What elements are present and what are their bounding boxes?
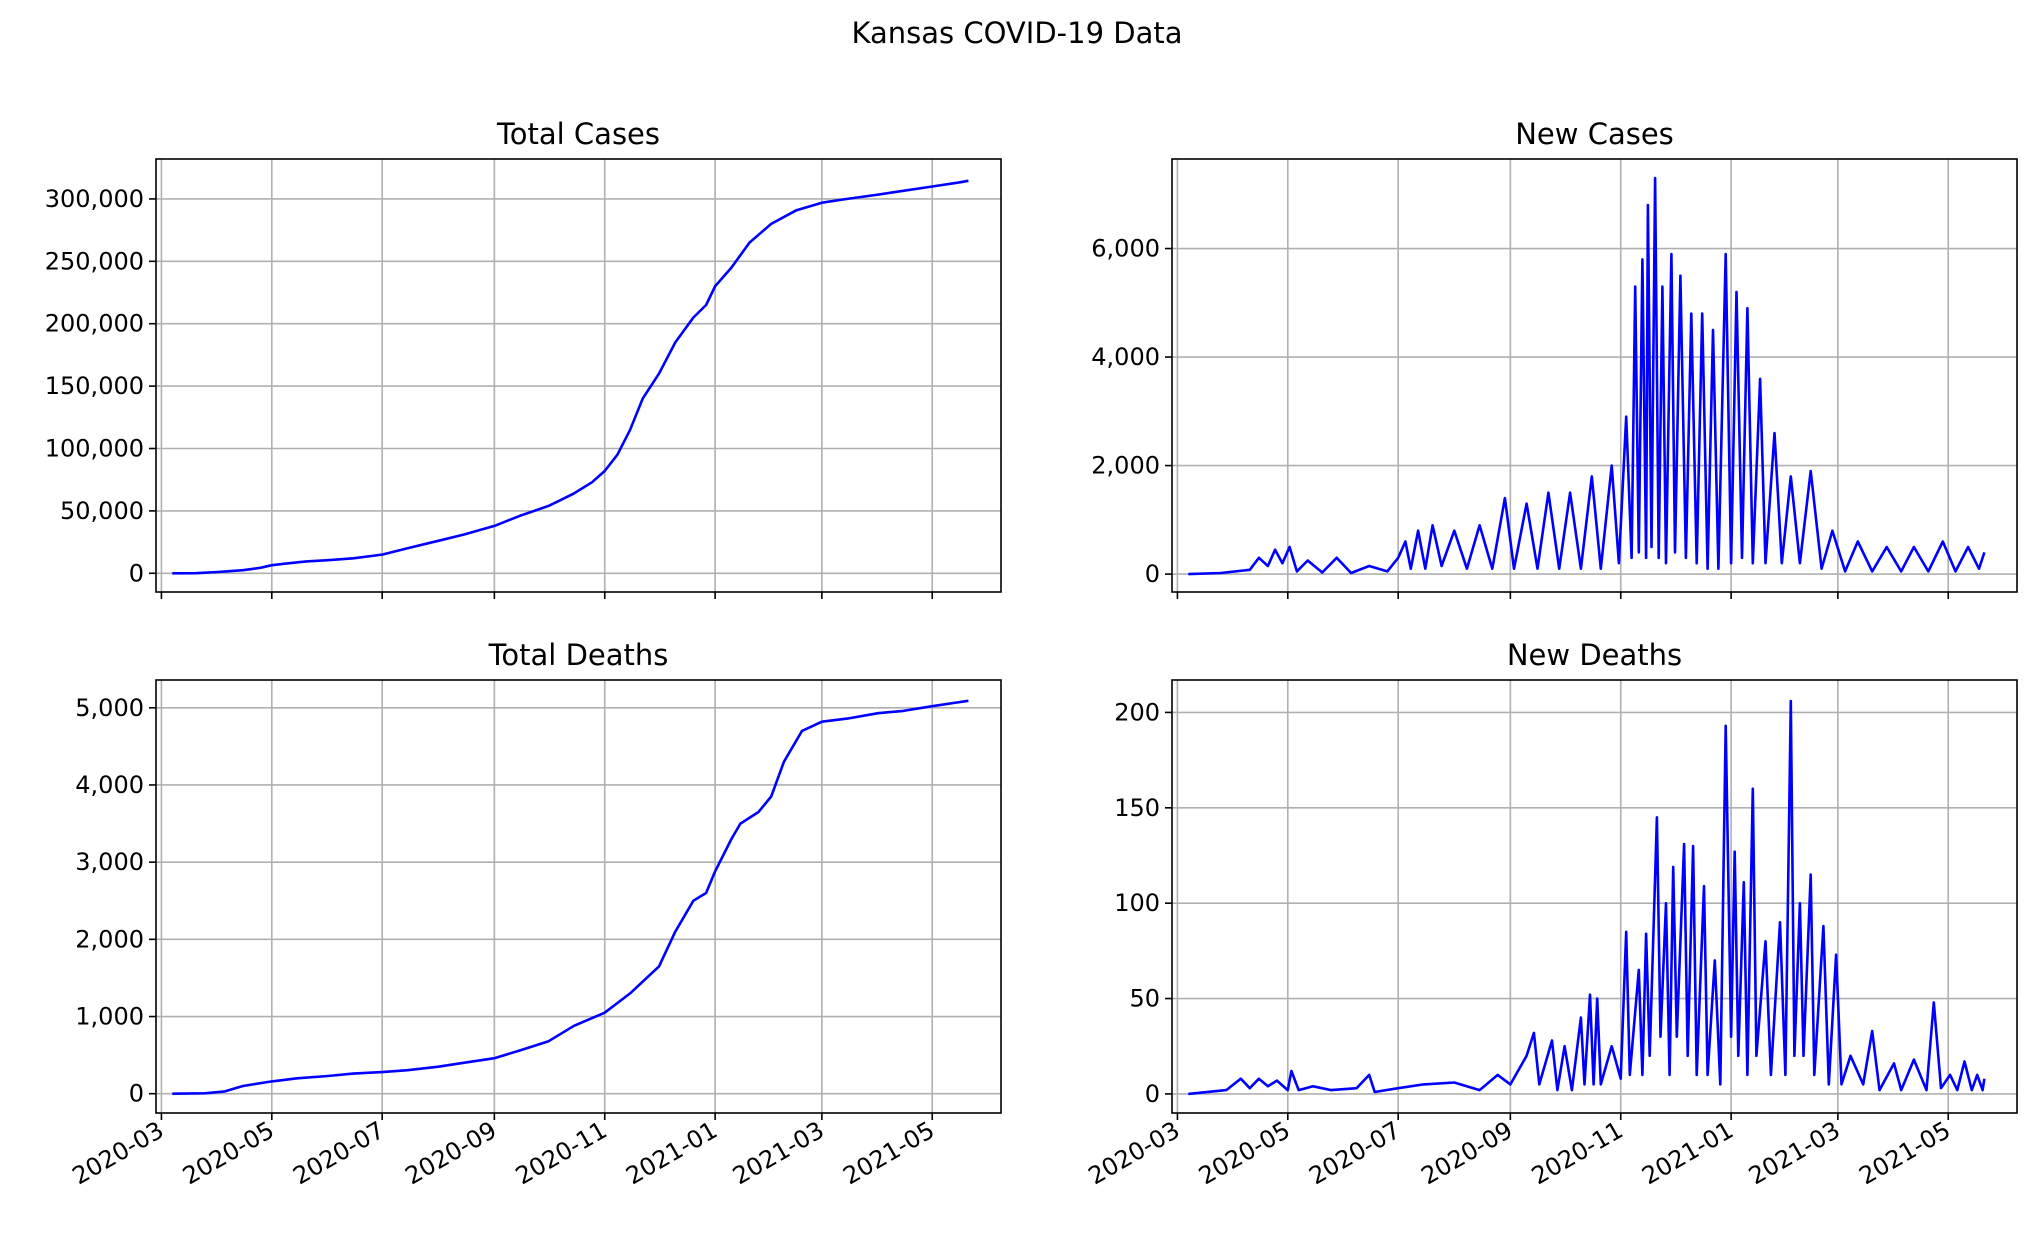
series-line bbox=[172, 699, 969, 1095]
series-line bbox=[172, 179, 969, 575]
total-cases-panel: Total Cases 0 50,000 100,000 150,000 200,000 2… bbox=[45, 117, 1002, 599]
y-tick-label: 250,000 bbox=[45, 247, 144, 275]
axes-frame bbox=[1171, 679, 2018, 1114]
y-tick-label: 2,000 bbox=[75, 925, 144, 953]
y-tick-label: 5,000 bbox=[75, 694, 144, 722]
figure-title: Kansas COVID-19 Data bbox=[852, 16, 1183, 50]
x-tick-label: 2020-09 bbox=[1417, 1116, 1518, 1190]
x-tick-label: 2021-05 bbox=[838, 1116, 939, 1190]
x-tick-label: 2020-03 bbox=[1084, 1116, 1185, 1190]
x-tick-label: 2020-11 bbox=[1527, 1116, 1628, 1190]
x-tick-label: 2020-07 bbox=[1304, 1116, 1405, 1190]
y-tick-label: 0 bbox=[129, 1080, 144, 1108]
axes-frame bbox=[155, 158, 1002, 593]
y-tick-label: 150,000 bbox=[45, 372, 144, 400]
y-tick-label: 150 bbox=[1114, 794, 1160, 822]
y-tick-label: 4,000 bbox=[1091, 343, 1160, 371]
x-tick-label: 2021-03 bbox=[1744, 1116, 1845, 1190]
y-tick-label: 0 bbox=[129, 559, 144, 587]
x-tick-label: 2021-05 bbox=[1854, 1116, 1955, 1190]
y-tick-label: 200,000 bbox=[45, 310, 144, 338]
y-tick-label: 3,000 bbox=[75, 848, 144, 876]
y-tick-label: 300,000 bbox=[45, 185, 144, 213]
total-deaths-panel: Total Deaths 2020-03 2020-05 2020-07 2020-09… bbox=[68, 638, 1002, 1190]
y-tick-label: 100 bbox=[1114, 889, 1160, 917]
x-tick-label: 2020-05 bbox=[178, 1116, 279, 1190]
y-tick-label: 2,000 bbox=[1091, 452, 1160, 480]
panel-title: Total Deaths bbox=[488, 638, 669, 672]
series-line bbox=[1188, 176, 1986, 576]
panel-title: New Deaths bbox=[1507, 638, 1682, 672]
x-tick-label: 2020-07 bbox=[288, 1116, 389, 1190]
panel-title: New Cases bbox=[1515, 117, 1674, 151]
x-tick-label: 2020-05 bbox=[1194, 1116, 1295, 1190]
y-tick-label: 0 bbox=[1145, 560, 1160, 588]
y-tick-label: 6,000 bbox=[1091, 235, 1160, 263]
panel-title: Total Cases bbox=[496, 117, 660, 151]
x-tick-label: 2021-01 bbox=[621, 1116, 722, 1190]
y-tick-label: 1,000 bbox=[75, 1003, 144, 1031]
series-line bbox=[1188, 699, 1986, 1096]
x-tick-label: 2020-09 bbox=[401, 1116, 502, 1190]
axes-frame bbox=[155, 679, 1002, 1114]
y-tick-label: 50,000 bbox=[60, 497, 144, 525]
y-tick-label: 200 bbox=[1114, 698, 1160, 726]
x-tick-label: 2020-11 bbox=[511, 1116, 612, 1190]
axes-frame bbox=[1171, 158, 2018, 593]
y-tick-label: 4,000 bbox=[75, 771, 144, 799]
y-tick-label: 0 bbox=[1145, 1080, 1160, 1108]
new-cases-panel: New Cases 0 2,000 4,000 6,000 bbox=[1091, 117, 2018, 599]
y-tick-label: 100,000 bbox=[45, 434, 144, 462]
y-tick-label: 50 bbox=[1129, 985, 1160, 1013]
x-tick-label: 2021-03 bbox=[728, 1116, 829, 1190]
x-tick-label: 2021-01 bbox=[1637, 1116, 1738, 1190]
x-tick-label: 2020-03 bbox=[68, 1116, 169, 1190]
